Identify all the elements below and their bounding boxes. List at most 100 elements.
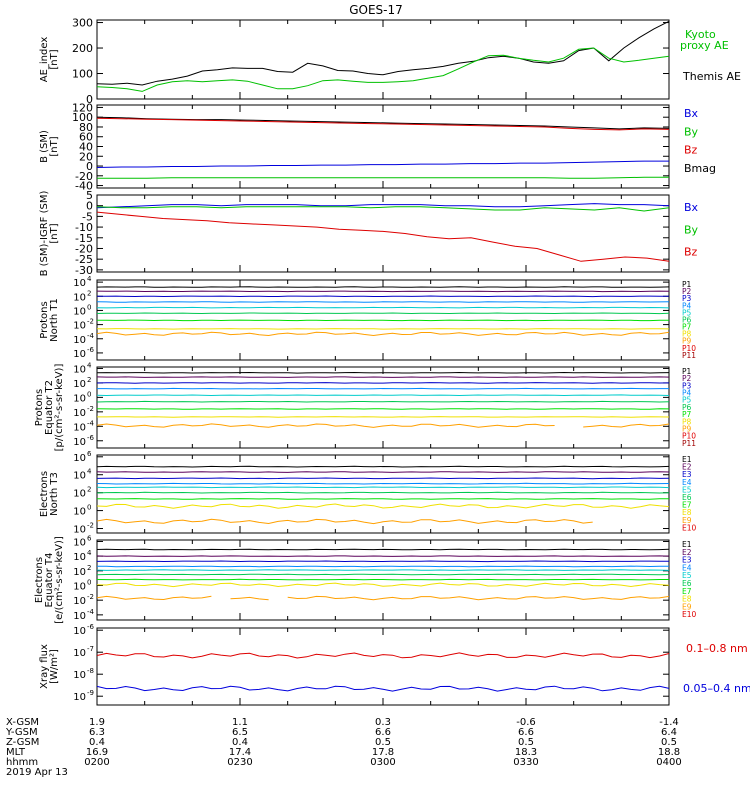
- channel-line: [96, 423, 555, 428]
- y-tick-label: 60: [79, 131, 93, 144]
- legend-entry: P11: [682, 439, 696, 448]
- ephem-value: 1.1: [232, 717, 248, 728]
- y-axis-label: North T3: [49, 472, 60, 516]
- legend-entry: P7: [682, 410, 692, 419]
- y-tick-exponent: 4: [87, 361, 92, 369]
- legend-entry: P4: [682, 389, 692, 398]
- y-tick-label: 10: [73, 552, 86, 563]
- channel-line: [97, 387, 669, 390]
- legend-entry: E10: [682, 523, 697, 532]
- series-themis-ae: [96, 20, 670, 86]
- channel-line: [583, 423, 670, 428]
- channel-line: [96, 569, 670, 571]
- y-tick-label: 10: [73, 582, 86, 593]
- y-tick-exponent: 6: [87, 450, 92, 458]
- ephem-value: 6.6: [375, 727, 391, 738]
- legend-entry: E8: [682, 508, 692, 517]
- y-tick-label: 10: [73, 537, 86, 548]
- y-tick-label: 10: [73, 453, 86, 464]
- series-by: [96, 206, 670, 212]
- legend-entry: P6: [682, 315, 692, 324]
- legend-entry: P6: [682, 403, 692, 412]
- y-tick-label: -10: [75, 221, 93, 234]
- legend-entry: E9: [682, 602, 692, 611]
- ephem-value: 1.9: [89, 717, 105, 728]
- y-axis-label: Equator T4: [44, 553, 55, 608]
- ephem-value: 0330: [513, 757, 538, 768]
- plot-title: GOES-17: [349, 3, 403, 17]
- channel-line: [96, 376, 670, 378]
- channel-line: [96, 465, 670, 468]
- y-tick-exponent: -4: [87, 608, 95, 616]
- ephem-value: 0.5: [518, 737, 534, 748]
- panel-bigrf: B (SM)-IGRF (SM) [nT] 50-5-10-15-20-25-30 B…: [39, 189, 699, 277]
- ephem-value: 18.3: [515, 747, 537, 758]
- y-tick-label: -30: [75, 264, 93, 277]
- y-axis-label: Electrons: [39, 471, 50, 517]
- y-tick-exponent: -4: [87, 419, 95, 427]
- ephem-value: 0.5: [661, 737, 677, 748]
- legend-entry: 0.1–0.8 nm: [686, 642, 748, 655]
- y-tick-exponent: -4: [87, 332, 95, 340]
- y-tick-label: 10: [73, 507, 86, 518]
- y-tick-label: 10: [73, 408, 86, 419]
- y-tick-exponent: 6: [87, 534, 92, 542]
- y-tick-exponent: -8: [87, 667, 94, 675]
- legend-entry: E1: [682, 455, 692, 464]
- legend-entry: E2: [682, 463, 692, 472]
- channel-line: [96, 560, 670, 563]
- ephem-value: 0.4: [89, 737, 105, 748]
- channel-line: [96, 382, 670, 384]
- ephem-value: 0400: [656, 757, 681, 768]
- legend-entry: P1: [682, 280, 692, 289]
- channel-line: [96, 328, 670, 330]
- y-tick-label: 300: [72, 17, 93, 30]
- legend-entry: P10: [682, 344, 696, 353]
- ephem-value: 6.4: [661, 727, 677, 738]
- y-axis-label: B (SM)-IGRF (SM): [39, 191, 50, 277]
- y-tick-label: 0: [86, 200, 93, 213]
- y-tick-label: -20: [75, 170, 93, 183]
- channel-line: [96, 371, 670, 374]
- ephem-row-label: Y-GSM: [5, 727, 38, 738]
- y-tick-label: 10: [73, 692, 86, 703]
- y-tick-label: -40: [75, 180, 93, 193]
- channel-line: [96, 301, 670, 303]
- y-tick-label: 10: [73, 611, 86, 622]
- channel-line: [96, 652, 670, 659]
- y-tick-label: -5: [82, 210, 93, 223]
- channel-line: [96, 582, 670, 588]
- y-axis-label: [e/(cm²-s-sr-keV)]: [54, 536, 65, 624]
- series-kyoto-proxy-ae: [96, 47, 670, 92]
- legend-entry: Bmag: [684, 162, 716, 175]
- y-tick-label: 80: [79, 121, 93, 134]
- y-tick-label: 100: [72, 111, 93, 124]
- channel-line: [96, 312, 670, 315]
- ephem-value: 18.8: [658, 747, 680, 758]
- legend-entry: E6: [682, 493, 692, 502]
- y-tick-exponent: -6: [87, 346, 95, 354]
- legend-entry: E2: [682, 548, 692, 557]
- channel-line: [96, 486, 670, 489]
- legend-entry: Themis AE: [682, 70, 741, 83]
- y-tick-label: 10: [73, 364, 86, 375]
- y-tick-label: 100: [72, 68, 93, 81]
- legend-entry: Bx: [684, 107, 699, 120]
- legend-entry: Bz: [684, 144, 698, 157]
- channel-line: [96, 290, 670, 293]
- channel-line: [96, 295, 670, 298]
- legend-entry: P7: [682, 323, 692, 332]
- legend-entry: P8: [682, 417, 692, 426]
- y-axis-label: North T1: [49, 298, 60, 342]
- y-tick-label: 10: [73, 525, 86, 536]
- legend-entry: proxy AE: [680, 39, 729, 52]
- y-tick-label: 10: [73, 596, 86, 607]
- y-tick-exponent: 2: [87, 376, 91, 384]
- ephem-value: 0.3: [375, 717, 391, 728]
